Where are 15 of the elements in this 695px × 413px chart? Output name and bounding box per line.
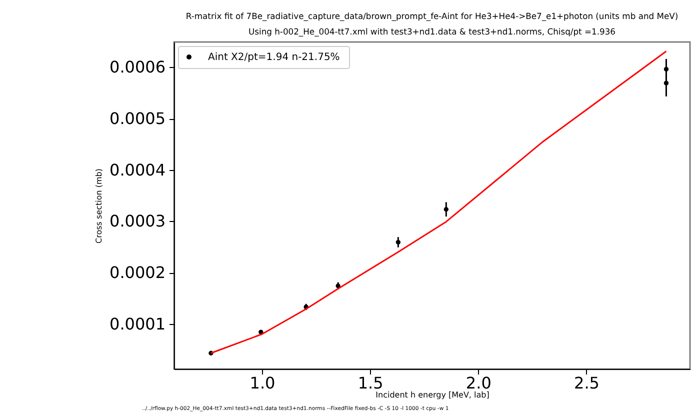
y-tick-label: 0.0003 xyxy=(110,212,166,231)
x-tick-label: 2.5 xyxy=(574,374,600,392)
chart-subtitle: Using h-002_He_004-tt7.xml with test3+nd1.data & test3+nd1.norms, Chisq/pt =1.936 xyxy=(248,26,616,37)
chart-title: R-matrix fit of 7Be_radiative_capture_data/brown_prompt_fe-Aint for He3+He4->Be7_e1+photon (units mb and MeV) xyxy=(186,11,678,22)
y-tick-label: 0.0004 xyxy=(110,160,166,180)
y-tick-label: 0.0005 xyxy=(110,109,166,128)
y-tick-label: 0.0001 xyxy=(110,314,166,334)
y-tick-label: 0.0002 xyxy=(110,263,166,282)
legend-label: Aint X2/pt=1.94 n-21.75% xyxy=(208,52,340,63)
x-tick-label: 1.5 xyxy=(358,374,384,392)
x-tick-label: 1.0 xyxy=(250,374,276,392)
x-axis-title: Incident h energy [MeV, lab] xyxy=(376,390,490,400)
x-tick-label: 2.0 xyxy=(466,374,492,392)
y-axis-title: Cross section (mb) xyxy=(94,168,104,244)
y-tick-label: 0.0006 xyxy=(110,58,166,77)
